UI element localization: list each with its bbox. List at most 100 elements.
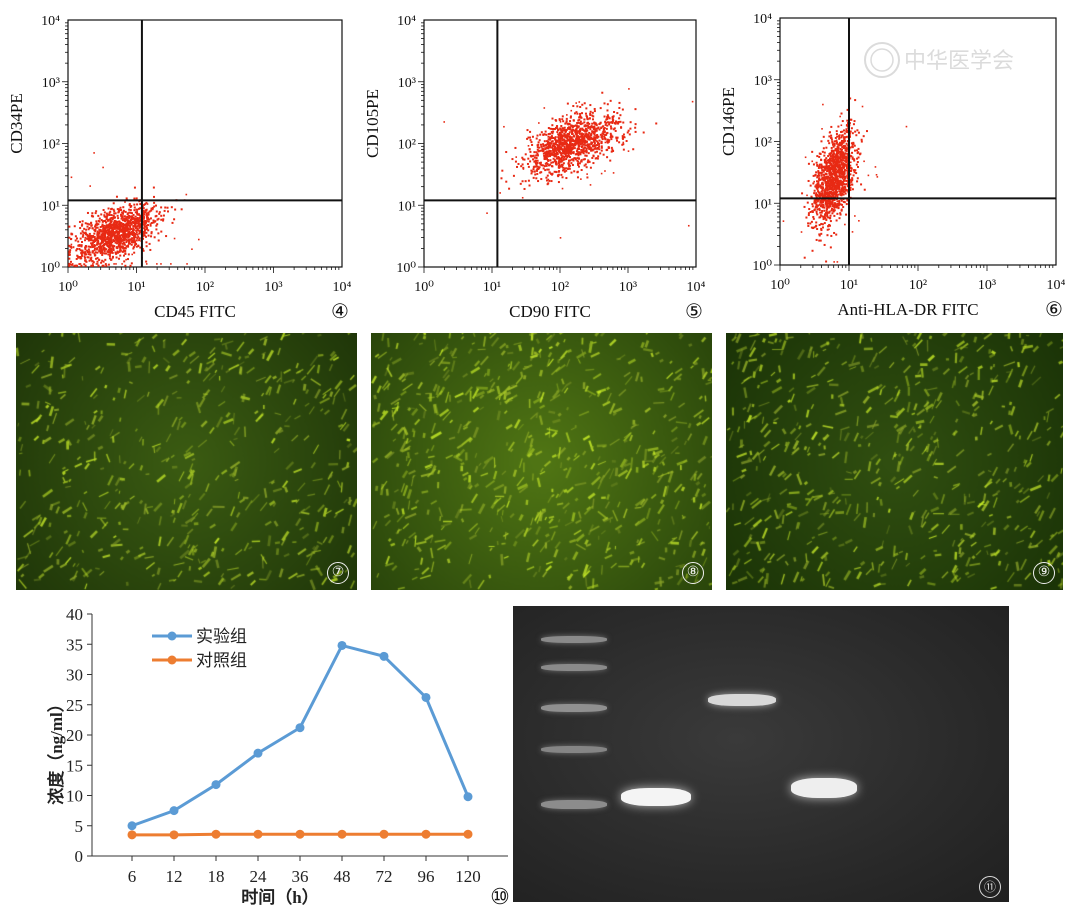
scatter-point xyxy=(533,151,536,154)
scatter-point xyxy=(824,187,827,190)
scatter-point xyxy=(98,235,101,238)
scatter-point xyxy=(830,190,833,193)
scatter-point xyxy=(621,137,624,140)
scatter-point xyxy=(828,194,831,197)
scatter-point xyxy=(96,251,99,254)
scatter-point xyxy=(846,176,849,179)
scatter-point xyxy=(109,235,112,238)
scatter-point xyxy=(103,227,106,230)
scatter-point xyxy=(628,133,631,136)
scatter-point xyxy=(846,166,849,169)
scatter-point xyxy=(817,166,820,169)
scatter-point xyxy=(558,118,561,121)
scatter-point xyxy=(131,217,134,220)
scatter-point xyxy=(561,139,564,142)
scatter-point xyxy=(101,235,104,238)
scatter-point xyxy=(836,200,839,203)
scatter-point xyxy=(836,163,839,166)
scatter-point xyxy=(835,165,837,168)
scatter-point xyxy=(108,255,111,258)
scatter-point xyxy=(576,131,579,134)
scatter-point xyxy=(145,228,148,231)
scatter-point xyxy=(130,223,133,226)
scatter-point xyxy=(598,139,601,142)
scatter-point xyxy=(830,234,833,237)
scatter-point xyxy=(143,234,146,237)
scatter-point xyxy=(149,248,152,251)
scatter-point xyxy=(153,201,156,204)
scatter-point xyxy=(557,133,560,136)
scatter-point xyxy=(96,226,99,229)
scatter-point xyxy=(821,195,824,198)
scatter-point xyxy=(561,159,564,162)
scatter-point xyxy=(820,163,823,166)
scatter-point xyxy=(845,161,848,164)
scatter-point xyxy=(556,147,559,150)
scatter-point xyxy=(832,204,835,207)
scatter-point xyxy=(551,128,554,131)
y-tick-label: 10 xyxy=(66,787,83,806)
scatter-point xyxy=(840,166,843,169)
scatter-point xyxy=(106,225,109,228)
x-tick-label: 10³ xyxy=(619,280,637,295)
scatter-point xyxy=(83,263,86,266)
scatter-point xyxy=(77,256,80,259)
scatter-point xyxy=(588,122,591,125)
scatter-point xyxy=(540,145,543,148)
scatter-point xyxy=(109,232,112,235)
scatter-point xyxy=(150,221,153,224)
scatter-point xyxy=(162,219,165,222)
scatter-point xyxy=(820,190,823,193)
scatter-point xyxy=(838,201,841,204)
x-tick-label: 10⁰ xyxy=(414,280,434,295)
scatter-point xyxy=(589,104,592,107)
scatter-point xyxy=(816,155,819,158)
scatter-point xyxy=(558,165,561,168)
scatter-point xyxy=(122,246,125,249)
scatter-point xyxy=(845,183,848,186)
scatter-point xyxy=(81,250,84,253)
scatter-point xyxy=(91,239,94,242)
scatter-point xyxy=(593,136,596,139)
scatter-point xyxy=(79,237,82,240)
scatter-point xyxy=(841,120,844,123)
scatter-point xyxy=(120,222,123,225)
scatter-point xyxy=(69,260,72,263)
scatter-point xyxy=(574,153,577,156)
scatter-point xyxy=(100,241,103,244)
scatter-point xyxy=(836,178,839,181)
scatter-point xyxy=(608,117,611,120)
scatter-point xyxy=(501,169,504,172)
scatter-point xyxy=(119,249,122,252)
scatter-point xyxy=(831,168,834,171)
scatter-point xyxy=(540,131,543,134)
scatter-point xyxy=(93,252,96,255)
scatter-point xyxy=(825,260,828,263)
scatter-point xyxy=(124,252,127,255)
scatter-point xyxy=(118,241,121,244)
x-tick-label: 10³ xyxy=(978,278,996,293)
scatter-point xyxy=(819,211,822,214)
scatter-point xyxy=(171,221,174,224)
scatter-point xyxy=(97,214,100,217)
scatter-point xyxy=(527,165,530,168)
scatter-point xyxy=(128,241,131,244)
scatter-point xyxy=(132,216,135,219)
scatter-point xyxy=(822,166,825,169)
scatter-point xyxy=(839,169,842,172)
scatter-point xyxy=(160,263,162,265)
scatter-point xyxy=(545,179,548,182)
scatter-point xyxy=(836,202,839,205)
scatter-point xyxy=(839,115,841,118)
scatter-point xyxy=(838,174,841,177)
scatter-point xyxy=(805,216,808,219)
scatter-point xyxy=(117,241,120,244)
scatter-point xyxy=(499,192,501,194)
scatter-point xyxy=(152,219,155,222)
scatter-point xyxy=(841,186,844,189)
scatter-point xyxy=(579,112,582,115)
scatter-point xyxy=(560,136,563,139)
scatter-point xyxy=(815,201,818,204)
scatter-point xyxy=(838,203,841,206)
